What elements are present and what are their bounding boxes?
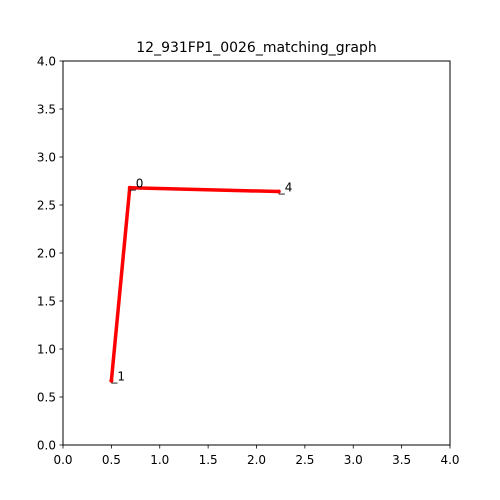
edge-0-4 [129, 185, 279, 194]
x-tick-label: 3.0 [344, 453, 363, 467]
y-tick-label: 4.0 [37, 55, 56, 69]
node-label-4: _4 [278, 181, 293, 195]
x-tick-label: 1.5 [199, 453, 218, 467]
node-label-0: _0 [129, 177, 144, 191]
x-tick-label: 0.0 [53, 453, 72, 467]
node-point-1 [109, 378, 114, 383]
node-label-1: _1 [110, 370, 125, 384]
y-tick-label: 0.5 [37, 391, 56, 405]
plot-frame [62, 60, 451, 446]
nodes-layer: _0 _1 _4 [109, 177, 292, 384]
y-tick-label: 3.0 [37, 151, 56, 165]
node-point-4 [276, 189, 281, 194]
x-axis: 0.0 0.5 1.0 1.5 2.0 2.5 3.0 3.5 4.0 [53, 445, 460, 467]
node-point-0 [127, 185, 132, 190]
x-tick-label: 0.5 [102, 453, 121, 467]
x-tick-label: 2.0 [247, 453, 266, 467]
y-tick-label: 0.0 [37, 439, 56, 453]
x-tick-label: 2.5 [295, 453, 314, 467]
y-tick-label: 2.0 [37, 247, 56, 261]
x-tick-label: 1.0 [150, 453, 169, 467]
y-axis: 0.0 0.5 1.0 1.5 2.0 2.5 3.0 3.5 4.0 [37, 55, 63, 453]
edges-layer [109, 185, 279, 381]
y-tick-label: 1.5 [37, 295, 56, 309]
edge-0-1 [109, 187, 132, 381]
y-tick-label: 3.5 [37, 103, 56, 117]
x-tick-label: 4.0 [440, 453, 459, 467]
x-tick-label: 3.5 [392, 453, 411, 467]
chart-title: 12_931FP1_0026_matching_graph [136, 40, 376, 56]
y-tick-label: 1.0 [37, 343, 56, 357]
y-tick-label: 2.5 [37, 199, 56, 213]
